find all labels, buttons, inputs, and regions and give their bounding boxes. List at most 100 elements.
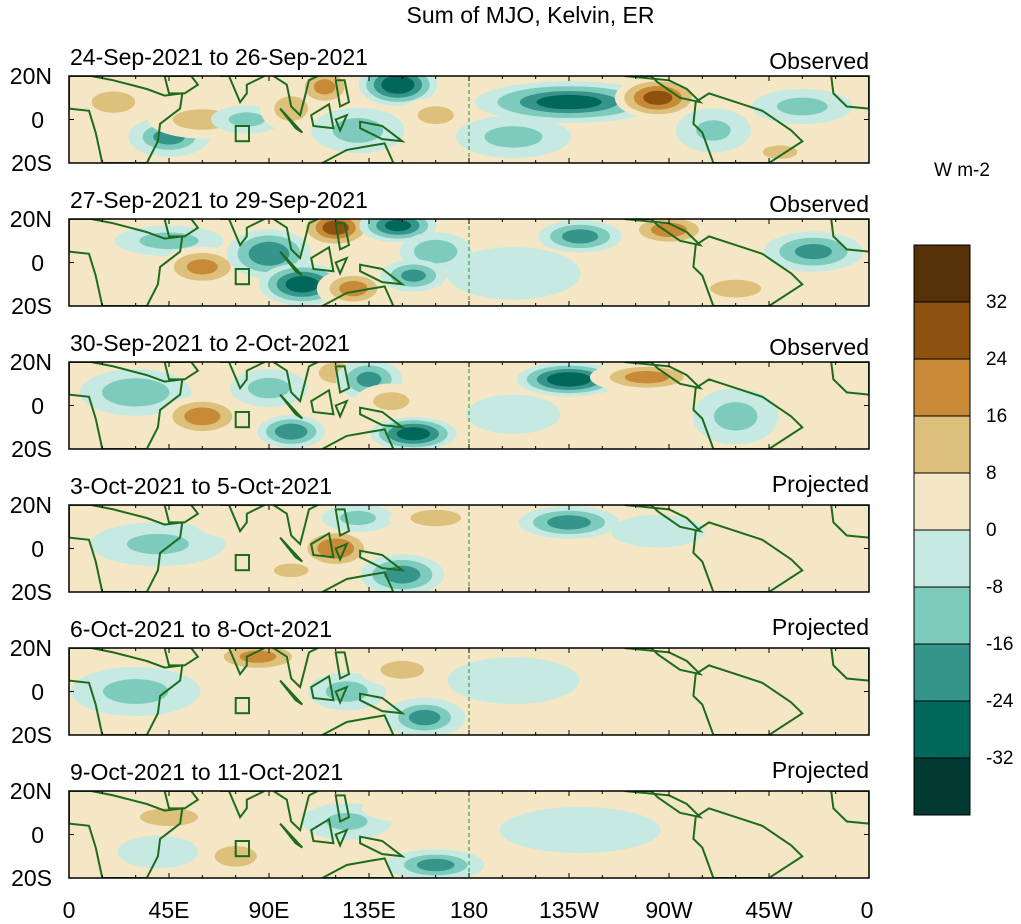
colorbar-swatch <box>913 244 971 303</box>
panel-4-map <box>69 505 869 592</box>
coastline <box>334 794 351 823</box>
panel-5-status: Projected <box>771 614 869 640</box>
coastline <box>334 365 351 394</box>
lat-tick-label: 20S <box>11 865 52 891</box>
coastline <box>624 648 704 676</box>
anomaly-contour <box>102 378 170 407</box>
colorbar-tick-label: 16 <box>986 406 1008 427</box>
colorbar-swatch <box>913 643 971 702</box>
anomaly-contour <box>546 372 592 387</box>
coastline <box>310 817 335 845</box>
anomaly-contour <box>373 392 410 410</box>
coastline <box>279 679 304 706</box>
anomaly-contour <box>562 229 599 244</box>
colorbar-swatch <box>913 586 971 645</box>
coastline <box>624 505 704 533</box>
coastline <box>624 219 704 247</box>
coastline <box>334 651 351 680</box>
coastline <box>69 362 184 449</box>
anomaly-contour <box>547 515 591 530</box>
panel-6-date: 9-Oct-2021 to 11-Oct-2021 <box>70 759 344 785</box>
anomaly-contour <box>396 427 431 441</box>
coastline <box>163 362 200 381</box>
lat-tick-label: 0 <box>31 678 44 705</box>
anomaly-contour <box>228 112 265 127</box>
panel-6-status: Projected <box>771 757 869 783</box>
lon-tick-label: 45E <box>148 897 190 923</box>
panel-1-date: 24-Sep-2021 to 26-Sep-2021 <box>70 44 368 70</box>
lat-tick-label: 0 <box>31 535 44 562</box>
anomaly-contour <box>384 219 411 232</box>
panel-3-map <box>69 362 869 449</box>
coastline <box>334 685 349 705</box>
coastline <box>279 107 304 134</box>
coastline <box>692 664 804 735</box>
anomaly-contour <box>273 563 309 578</box>
coastline <box>220 791 266 820</box>
coastline <box>830 505 869 539</box>
anomaly-contour <box>713 402 758 431</box>
colorbar-tick-label: 8 <box>986 463 997 484</box>
colorbar-tick-label: -32 <box>986 748 1014 769</box>
coastline <box>359 263 406 286</box>
lon-tick-label: 180 <box>449 897 489 923</box>
coastline <box>310 531 335 559</box>
anomaly-contour <box>126 533 189 555</box>
lon-tick-label: 0 <box>860 897 874 923</box>
anomaly-contour <box>625 663 758 711</box>
anomaly-contour <box>239 650 277 663</box>
anomaly-contour <box>414 239 458 264</box>
colorbar-swatch <box>913 358 971 417</box>
coastline <box>69 791 184 878</box>
coastline <box>220 648 266 677</box>
coastline <box>830 648 869 682</box>
coastline <box>334 542 349 562</box>
region-box <box>234 840 250 858</box>
coastline <box>310 388 335 416</box>
coastline <box>279 393 304 420</box>
lon-tick-label: 45W <box>745 897 793 923</box>
anomaly-contour <box>624 371 669 384</box>
coastline <box>321 285 395 306</box>
panel-3-status: Observed <box>769 334 869 360</box>
anomaly-contour <box>762 145 798 159</box>
lon-tick-label: 90E <box>248 897 290 923</box>
panel-4-status: Projected <box>771 471 869 497</box>
lat-tick-label: 0 <box>31 249 44 276</box>
coastline <box>279 536 304 563</box>
lat-tick-label: 0 <box>31 392 44 419</box>
lon-tick-label: 0 <box>62 897 76 923</box>
anomaly-contour <box>248 241 290 266</box>
coastline <box>310 674 335 702</box>
panel-1-map <box>69 76 869 163</box>
colorbar-tick-label: 32 <box>986 292 1008 313</box>
anomaly-contour <box>668 827 803 868</box>
coastline <box>279 822 304 849</box>
coastline <box>279 250 304 277</box>
lat-tick-label: 20N <box>9 635 52 661</box>
colorbar-tick-label: -24 <box>986 691 1014 712</box>
lat-tick-label: 20S <box>11 293 52 319</box>
coastline <box>220 505 266 534</box>
coastline <box>830 362 869 396</box>
anomaly-contour <box>499 807 661 854</box>
panel-2-date: 27-Sep-2021 to 29-Sep-2021 <box>70 187 368 213</box>
anomaly-contour <box>401 269 426 282</box>
lat-tick-label: 0 <box>31 821 44 848</box>
coastline <box>334 256 349 276</box>
anomaly-contour <box>274 423 308 440</box>
colorbar-tick-label: -8 <box>986 577 1003 598</box>
coastline <box>692 521 804 592</box>
anomaly-contour <box>381 76 415 94</box>
coastline <box>359 120 406 143</box>
lat-tick-label: 20S <box>11 579 52 605</box>
coastline <box>692 235 804 306</box>
region-box <box>234 268 250 286</box>
panel-5-map <box>69 648 869 735</box>
colorbar-swatch <box>913 757 971 816</box>
colorbar-tick-label: 0 <box>986 520 997 541</box>
coastline <box>334 508 351 537</box>
coastline <box>69 219 184 306</box>
coastline <box>692 92 804 163</box>
